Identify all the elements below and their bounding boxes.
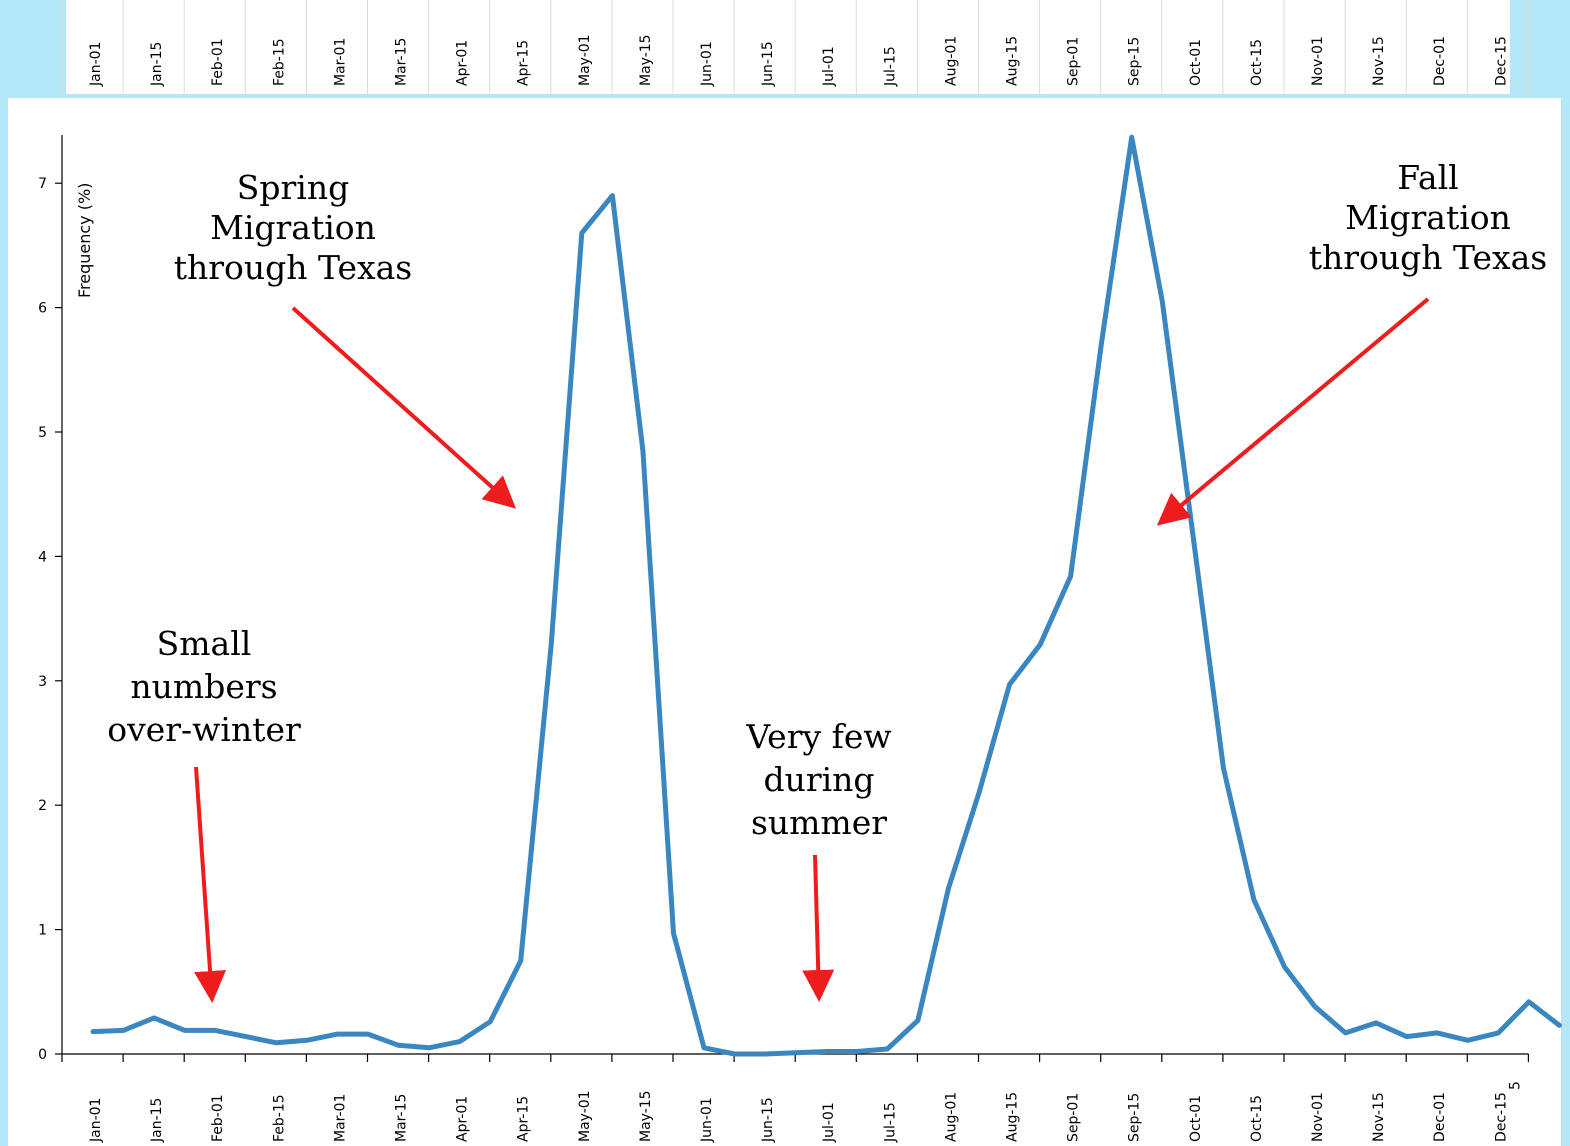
top-x-tick-label: May-15 [638, 34, 654, 86]
annotation-line: Spring [237, 168, 349, 207]
x-tick-label: Mar-01 [332, 1094, 348, 1142]
top-x-tick-label: Dec-15 [1493, 36, 1509, 86]
top-x-tick-label: Jun-15 [760, 41, 776, 87]
annotation-arrow [802, 854, 835, 1002]
top-x-tick-label: Mar-01 [332, 38, 348, 86]
top-x-tick-label: Sep-01 [1066, 37, 1082, 86]
top-x-tick-label: Jan-15 [149, 42, 165, 87]
y-tick-label: 7 [38, 176, 47, 192]
x-tick-label: Sep-01 [1066, 1093, 1082, 1142]
top-x-tick-label: Feb-01 [210, 38, 226, 86]
top-x-tick-label: Aug-15 [1005, 36, 1021, 86]
annotation-arrow [291, 306, 516, 509]
x-tick-label: Oct-15 [1249, 1095, 1265, 1142]
top-x-tick-label: Aug-01 [943, 36, 959, 86]
x-tick-label: Jun-15 [760, 1097, 776, 1143]
x-tick-label: Dec-15 [1493, 1092, 1509, 1142]
x-tick-label: Jul-01 [821, 1102, 837, 1143]
top-x-tick-label: Mar-15 [394, 38, 410, 86]
y-tick-label: 1 [38, 923, 47, 939]
x-tick-label: Apr-15 [516, 1096, 532, 1142]
annotation-line: Migration [1345, 198, 1511, 237]
annotation-line: over-winter [107, 710, 301, 749]
x-tick-label-edge: 5 [1507, 1081, 1523, 1090]
x-tick-label: Sep-15 [1127, 1093, 1143, 1142]
annotation-line: Migration [210, 208, 376, 247]
x-tick-label: Nov-01 [1310, 1092, 1326, 1142]
top-x-tick-label: Nov-01 [1310, 36, 1326, 86]
x-tick-label: Feb-15 [271, 1094, 287, 1142]
x-tick-label: Feb-01 [210, 1094, 226, 1142]
plot-panel [8, 98, 1561, 1146]
annotation-arrow [194, 766, 227, 1003]
top-x-tick-label: Jul-01 [821, 46, 837, 87]
y-tick-label: 5 [38, 425, 47, 441]
annotation-arrow [1156, 297, 1430, 526]
x-tick-label: Aug-01 [943, 1092, 959, 1142]
top-x-tick-label: Jan-01 [88, 42, 104, 87]
x-tick-label: Jun-01 [699, 1097, 715, 1143]
annotation-line: during [763, 760, 874, 799]
x-tick-label: Oct-01 [1188, 1095, 1204, 1142]
top-x-tick-label: Oct-15 [1249, 39, 1265, 86]
y-tick-label: 6 [38, 301, 47, 317]
x-tick-label: Nov-15 [1371, 1092, 1387, 1142]
y-tick-label: 2 [38, 798, 47, 814]
annotation-arrows [194, 297, 1430, 1003]
y-tick-label: 3 [38, 674, 47, 690]
top-x-tick-label: Sep-15 [1127, 37, 1143, 86]
annotation-line: through Texas [174, 248, 412, 287]
top-x-tick-label: Apr-15 [516, 40, 532, 86]
top-x-tick-label: Jul-15 [882, 46, 898, 87]
annotation-line: Small [157, 624, 252, 663]
top-x-tick-label: Apr-01 [455, 40, 471, 86]
y-axis-label: Frequency (%) [75, 183, 94, 298]
x-tick-label: Dec-01 [1432, 1092, 1448, 1142]
x-tick-label: Aug-15 [1005, 1092, 1021, 1142]
x-tick-label: Jan-01 [88, 1098, 104, 1143]
annotation-line: numbers [130, 667, 277, 706]
x-axis: Jan-01 Jan-15 Feb-01 Feb-15 Mar-01 Mar-15 Apr-… [61, 1053, 1530, 1143]
x-tick-label: Mar-15 [394, 1094, 410, 1142]
x-tick-label: Jul-15 [882, 1102, 898, 1143]
top-x-tick-label: Dec-01 [1432, 36, 1448, 86]
top-x-tick-label: Oct-01 [1188, 39, 1204, 86]
annotation-line: Fall [1397, 158, 1458, 197]
top-axis: Jan-01 Jan-15 Feb-01 Feb-15 Mar-01 Mar-15 Apr-… [61, 0, 1529, 94]
top-x-tick-label: May-01 [577, 34, 593, 86]
annotation-line: Very few [745, 717, 891, 756]
top-x-tick-label: Jun-01 [699, 41, 715, 87]
top-x-tick-label: Feb-15 [271, 38, 287, 86]
x-tick-label: Apr-01 [455, 1096, 471, 1142]
x-tick-label: May-01 [577, 1090, 593, 1142]
annotation-line: summer [751, 803, 887, 842]
y-tick-label: 4 [38, 549, 47, 565]
series-layer [90, 134, 1562, 1057]
top-x-tick-label: Nov-15 [1371, 36, 1387, 86]
y-axis: 0 1 2 3 4 5 6 7 [38, 135, 63, 1063]
annotation-line: through Texas [1309, 238, 1547, 277]
x-tick-label: Jan-15 [149, 1098, 165, 1143]
x-tick-label: May-15 [638, 1090, 654, 1142]
y-tick-label: 0 [38, 1047, 47, 1063]
